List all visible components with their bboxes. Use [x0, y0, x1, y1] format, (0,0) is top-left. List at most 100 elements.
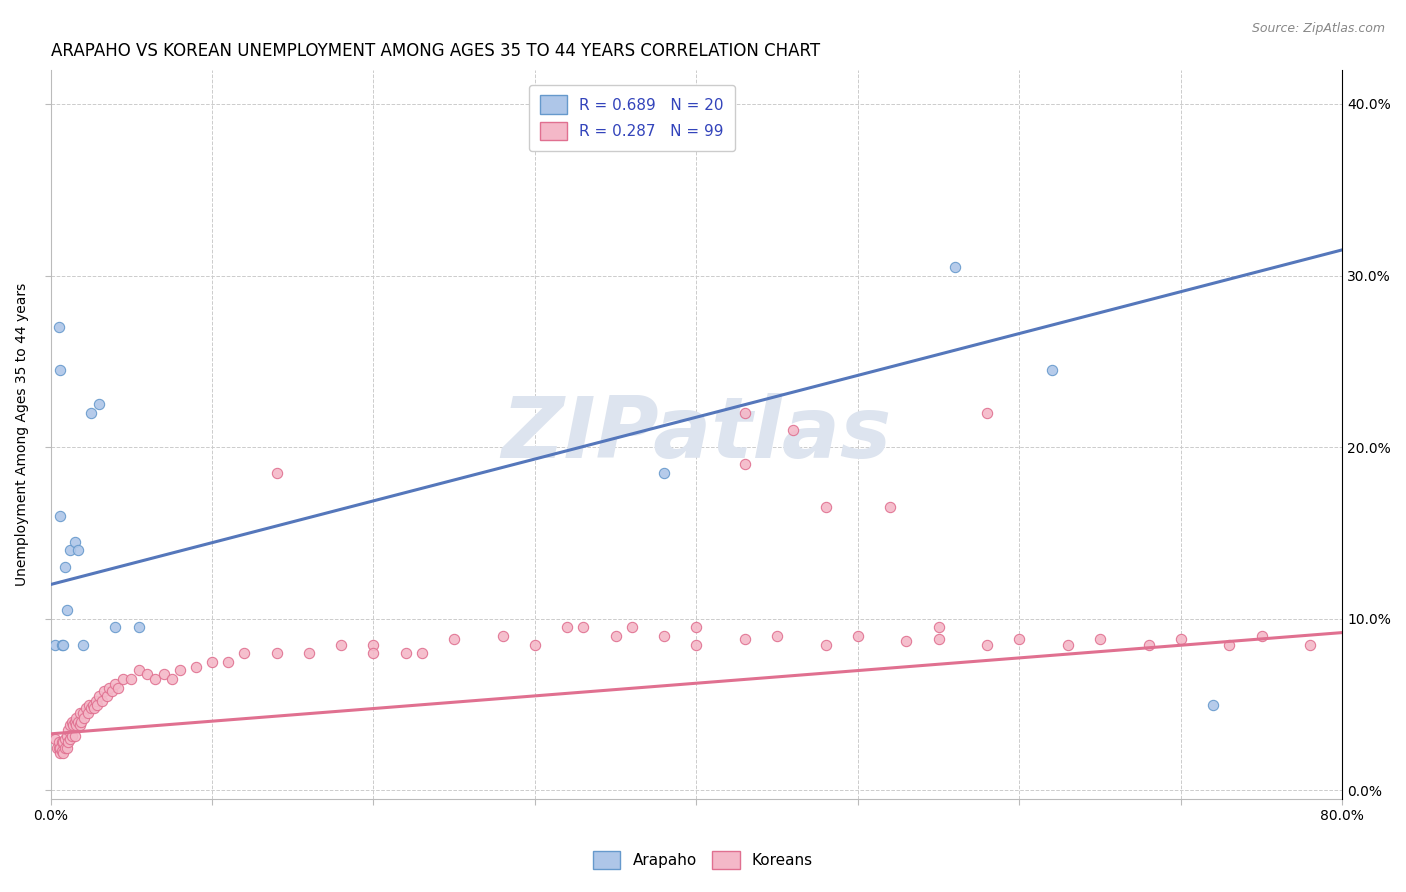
Point: [55, 729, 77, 743]
Point: [411, 646, 433, 660]
Point: [76, 706, 98, 721]
Text: ARAPAHO VS KOREAN UNEMPLOYMENT AMONG AGES 35 TO 44 YEARS CORRELATION CHART: ARAPAHO VS KOREAN UNEMPLOYMENT AMONG AGE…: [51, 42, 820, 60]
Point: [69, 706, 91, 721]
Point: [184, 660, 207, 674]
Point: [136, 666, 159, 681]
Point: [51, 735, 73, 749]
Point: [1040, 363, 1063, 377]
Point: [1056, 638, 1078, 652]
Point: [928, 620, 950, 634]
Point: [491, 629, 513, 643]
Point: [60, 714, 83, 729]
Point: [73, 711, 96, 725]
Point: [55, 740, 77, 755]
Point: [766, 629, 789, 643]
Point: [48, 735, 70, 749]
Point: [63, 534, 86, 549]
Point: [555, 620, 578, 634]
Text: Source: ZipAtlas.com: Source: ZipAtlas.com: [1251, 22, 1385, 36]
Point: [572, 620, 595, 634]
Point: [66, 543, 89, 558]
Point: [52, 746, 75, 760]
Point: [49, 740, 72, 755]
Point: [65, 718, 87, 732]
Point: [652, 466, 675, 480]
Point: [87, 689, 110, 703]
Point: [685, 638, 707, 652]
Point: [928, 632, 950, 647]
Point: [896, 634, 918, 648]
Point: [83, 701, 105, 715]
Point: [605, 629, 627, 643]
Point: [233, 646, 256, 660]
Point: [128, 664, 150, 678]
Point: [620, 620, 643, 634]
Point: [160, 672, 183, 686]
Point: [1202, 698, 1225, 712]
Point: [846, 629, 869, 643]
Point: [53, 731, 76, 746]
Legend: R = 0.689   N = 20, R = 0.287   N = 99: R = 0.689 N = 20, R = 0.287 N = 99: [529, 85, 734, 151]
Point: [75, 701, 97, 715]
Point: [782, 423, 804, 437]
Point: [49, 746, 72, 760]
Point: [101, 684, 124, 698]
Point: [879, 500, 901, 515]
Point: [77, 698, 100, 712]
Point: [652, 629, 675, 643]
Y-axis label: Unemployment Among Ages 35 to 44 years: Unemployment Among Ages 35 to 44 years: [15, 283, 30, 586]
Point: [685, 620, 707, 634]
Point: [52, 735, 75, 749]
Point: [58, 735, 80, 749]
Point: [734, 632, 756, 647]
Point: [49, 363, 72, 377]
Point: [49, 508, 72, 523]
Point: [59, 731, 82, 746]
Point: [58, 723, 80, 738]
Point: [72, 706, 94, 721]
Point: [152, 666, 174, 681]
Point: [82, 698, 104, 712]
Point: [523, 638, 546, 652]
Point: [734, 458, 756, 472]
Point: [60, 729, 83, 743]
Point: [87, 397, 110, 411]
Point: [395, 646, 418, 660]
Point: [51, 638, 73, 652]
Point: [70, 714, 93, 729]
Point: [53, 740, 76, 755]
Point: [1137, 638, 1160, 652]
Point: [44, 638, 66, 652]
Point: [51, 744, 73, 758]
Point: [169, 664, 191, 678]
Point: [62, 718, 84, 732]
Point: [943, 260, 966, 274]
Text: ZIPatlas: ZIPatlas: [502, 392, 891, 475]
Point: [59, 543, 82, 558]
Point: [97, 681, 120, 695]
Point: [72, 638, 94, 652]
Point: [266, 466, 288, 480]
Point: [86, 698, 108, 712]
Point: [104, 620, 127, 634]
Point: [120, 672, 142, 686]
Point: [330, 638, 353, 652]
Point: [80, 406, 103, 420]
Point: [93, 684, 115, 698]
Point: [53, 560, 76, 574]
Point: [107, 681, 129, 695]
Point: [80, 701, 103, 715]
Point: [976, 406, 998, 420]
Point: [128, 620, 150, 634]
Point: [69, 718, 91, 732]
Point: [96, 689, 118, 703]
Point: [1218, 638, 1240, 652]
Point: [48, 740, 70, 755]
Point: [201, 655, 224, 669]
Point: [814, 500, 837, 515]
Point: [298, 646, 321, 660]
Point: [734, 406, 756, 420]
Point: [145, 672, 167, 686]
Point: [363, 638, 385, 652]
Point: [976, 638, 998, 652]
